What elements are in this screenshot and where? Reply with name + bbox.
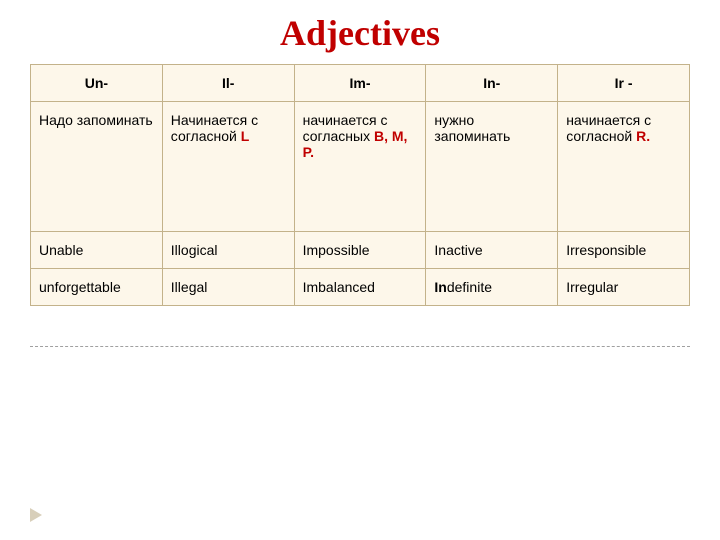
col-header-im: Im- <box>294 65 426 102</box>
rule-un: Надо запоминать <box>31 102 163 232</box>
col-header-il: Il- <box>162 65 294 102</box>
rule-in: нужно запоминать <box>426 102 558 232</box>
cell-un-2: unforgettable <box>31 269 163 306</box>
cell-in-2-prefix: In <box>434 279 446 295</box>
slide-marker-icon <box>30 508 42 522</box>
page-title: Adjectives <box>30 12 690 54</box>
table-header-row: Un- Il- Im- In- Ir - <box>31 65 690 102</box>
separator-line <box>30 346 690 347</box>
cell-ir-1: Irresponsible <box>558 232 690 269</box>
adjectives-table: Un- Il- Im- In- Ir - Надо запоминать Нач… <box>30 64 690 306</box>
table-row: Unable Illogical Impossible Inactive Irr… <box>31 232 690 269</box>
cell-im-1: Impossible <box>294 232 426 269</box>
table-row-rules: Надо запоминать Начинается с согласной L… <box>31 102 690 232</box>
cell-ir-2: Irregular <box>558 269 690 306</box>
cell-il-2: Illegal <box>162 269 294 306</box>
rule-ir-highlight: R. <box>636 128 650 144</box>
rule-ir: начинается с согласной R. <box>558 102 690 232</box>
cell-il-1: Illogical <box>162 232 294 269</box>
cell-in-2-rest: definite <box>447 279 492 295</box>
rule-im: начинается с согласных B, M, P. <box>294 102 426 232</box>
rule-il: Начинается с согласной L <box>162 102 294 232</box>
cell-un-1: Unable <box>31 232 163 269</box>
table-row: unforgettable Illegal Imbalanced Indefin… <box>31 269 690 306</box>
col-header-in: In- <box>426 65 558 102</box>
cell-in-1: Inactive <box>426 232 558 269</box>
col-header-ir: Ir - <box>558 65 690 102</box>
col-header-un: Un- <box>31 65 163 102</box>
cell-im-2: Imbalanced <box>294 269 426 306</box>
cell-in-2: Indefinite <box>426 269 558 306</box>
rule-il-highlight: L <box>241 128 250 144</box>
